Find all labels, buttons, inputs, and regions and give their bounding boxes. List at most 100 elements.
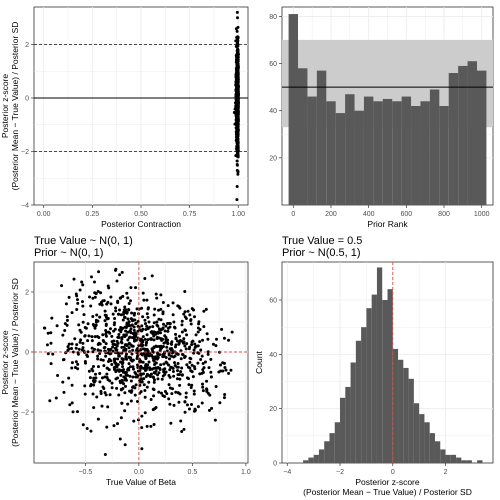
scatter-point bbox=[121, 318, 125, 322]
scatter-point bbox=[76, 362, 80, 366]
scatter-point bbox=[230, 330, 234, 334]
scatter-point bbox=[128, 335, 132, 339]
scatter-point bbox=[147, 354, 151, 358]
scatter-point bbox=[139, 337, 143, 341]
histogram-bar bbox=[354, 110, 364, 205]
scatter-point bbox=[151, 375, 155, 379]
scatter-point bbox=[180, 339, 184, 343]
scatter-point bbox=[120, 378, 124, 382]
scatter-point bbox=[133, 386, 137, 390]
scatter-point bbox=[192, 389, 196, 393]
scatter-point bbox=[124, 357, 128, 361]
scatter-point bbox=[70, 347, 74, 351]
scatter-point bbox=[74, 346, 78, 350]
scatter-point bbox=[175, 339, 179, 343]
scatter-point bbox=[133, 331, 137, 335]
scatter-point bbox=[119, 388, 123, 392]
scatter-point bbox=[104, 342, 108, 346]
scatter-point bbox=[141, 335, 145, 339]
scatter-point bbox=[95, 395, 99, 399]
scatter-point bbox=[83, 334, 87, 338]
scatter-point bbox=[96, 357, 100, 361]
scatter-point bbox=[201, 382, 205, 386]
scatter-point bbox=[91, 296, 95, 300]
scatter-point bbox=[191, 375, 195, 379]
histogram-bar bbox=[334, 422, 341, 463]
scatter-point bbox=[133, 393, 137, 397]
y-tick-label: 2 bbox=[25, 42, 29, 49]
scatter-point bbox=[93, 326, 97, 330]
scatter-point bbox=[124, 377, 128, 381]
scatter-point bbox=[65, 318, 69, 322]
scatter-point bbox=[172, 325, 176, 329]
scatter-point bbox=[167, 374, 171, 378]
scatter-point bbox=[149, 424, 153, 428]
scatter-point bbox=[235, 198, 239, 202]
scatter-point bbox=[62, 390, 66, 394]
scatter-point bbox=[113, 321, 117, 325]
scatter-point bbox=[143, 318, 147, 322]
scatter-point bbox=[104, 315, 108, 319]
scatter-point bbox=[116, 335, 120, 339]
scatter-point bbox=[112, 368, 116, 372]
scatter-point bbox=[136, 346, 140, 350]
histogram-bar bbox=[392, 101, 402, 205]
scatter-point bbox=[94, 376, 98, 380]
x-tick-label: 0.00 bbox=[37, 211, 51, 218]
scatter-point bbox=[209, 370, 213, 374]
scatter-point bbox=[236, 105, 240, 109]
histogram-bar bbox=[382, 300, 388, 463]
scatter-point bbox=[236, 44, 240, 48]
scatter-point bbox=[43, 326, 47, 330]
scatter-point bbox=[126, 338, 130, 342]
scatter-point bbox=[184, 395, 188, 399]
histogram-bar bbox=[429, 89, 440, 205]
scatter-point bbox=[122, 382, 126, 386]
scatter-point bbox=[120, 401, 124, 405]
scatter-point bbox=[51, 352, 55, 356]
scatter-point bbox=[70, 383, 74, 387]
scatter-point bbox=[169, 421, 173, 425]
scatter-point bbox=[156, 331, 160, 335]
scatter-point bbox=[152, 388, 156, 392]
scatter-point bbox=[141, 291, 145, 295]
scatter-point bbox=[105, 372, 109, 376]
scatter-point bbox=[189, 318, 193, 322]
scatter-point bbox=[76, 301, 80, 305]
scatter-point bbox=[88, 376, 92, 380]
scatter-point bbox=[235, 91, 239, 95]
scatter-point bbox=[112, 339, 116, 343]
histogram-bar bbox=[345, 94, 355, 205]
scatter-point bbox=[105, 376, 109, 380]
x-tick-label: 1.00 bbox=[231, 211, 245, 218]
scatter-point bbox=[127, 308, 131, 312]
scatter-point bbox=[235, 149, 239, 153]
scatter-point bbox=[135, 375, 139, 379]
scatter-point bbox=[96, 365, 100, 369]
histogram-bar bbox=[440, 449, 446, 463]
scatter-point bbox=[155, 323, 159, 327]
scatter-point bbox=[172, 403, 176, 407]
scatter-point bbox=[146, 338, 150, 342]
panel-4 bbox=[279, 261, 494, 466]
scatter-point bbox=[146, 327, 150, 331]
histogram-bar bbox=[467, 61, 477, 205]
scatter-point bbox=[120, 270, 124, 274]
scatter-point bbox=[174, 332, 178, 336]
scatter-point bbox=[81, 423, 85, 427]
scatter-point bbox=[106, 284, 110, 288]
scatter-point bbox=[115, 339, 119, 343]
scatter-point bbox=[134, 286, 138, 290]
scatter-point bbox=[124, 373, 128, 377]
scatter-point bbox=[185, 342, 189, 346]
scatter-point bbox=[110, 386, 114, 390]
histogram-bar bbox=[448, 73, 459, 205]
scatter-point bbox=[63, 322, 67, 326]
scatter-point bbox=[223, 393, 227, 397]
scatter-point bbox=[100, 303, 104, 307]
scatter-point bbox=[75, 410, 79, 414]
scatter-point bbox=[121, 357, 125, 361]
scatter-point bbox=[140, 426, 144, 430]
scatter-point bbox=[143, 337, 147, 341]
